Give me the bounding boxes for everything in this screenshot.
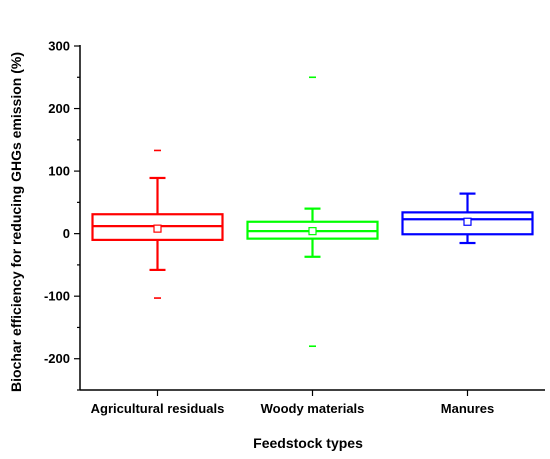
plot-area	[91, 76, 534, 348]
y-tick-label: -100	[44, 289, 70, 304]
box-group	[246, 76, 379, 348]
x-axis-title: Feedstock types	[253, 435, 363, 451]
y-tick-label: 300	[48, 39, 70, 54]
x-tick-label: Agricultural residuals	[91, 401, 225, 416]
y-tick-label: 0	[63, 226, 70, 241]
mean-marker	[308, 227, 317, 236]
box-group	[401, 192, 534, 245]
mean-marker	[463, 217, 472, 226]
y-tick-label: -200	[44, 351, 70, 366]
box-group	[91, 149, 224, 299]
mean-marker	[153, 224, 162, 233]
x-tick-label: Woody materials	[261, 401, 365, 416]
axes: -200 -100 0 100 200 300 Agricultural residuals…	[44, 39, 545, 416]
iqr-box	[401, 211, 534, 236]
x-tick-label: Manures	[441, 401, 494, 416]
y-tick-label: 100	[48, 164, 70, 179]
y-tick-label: 200	[48, 101, 70, 116]
y-axis-title: Biochar efficiency for reducing GHGs emi…	[8, 52, 24, 392]
